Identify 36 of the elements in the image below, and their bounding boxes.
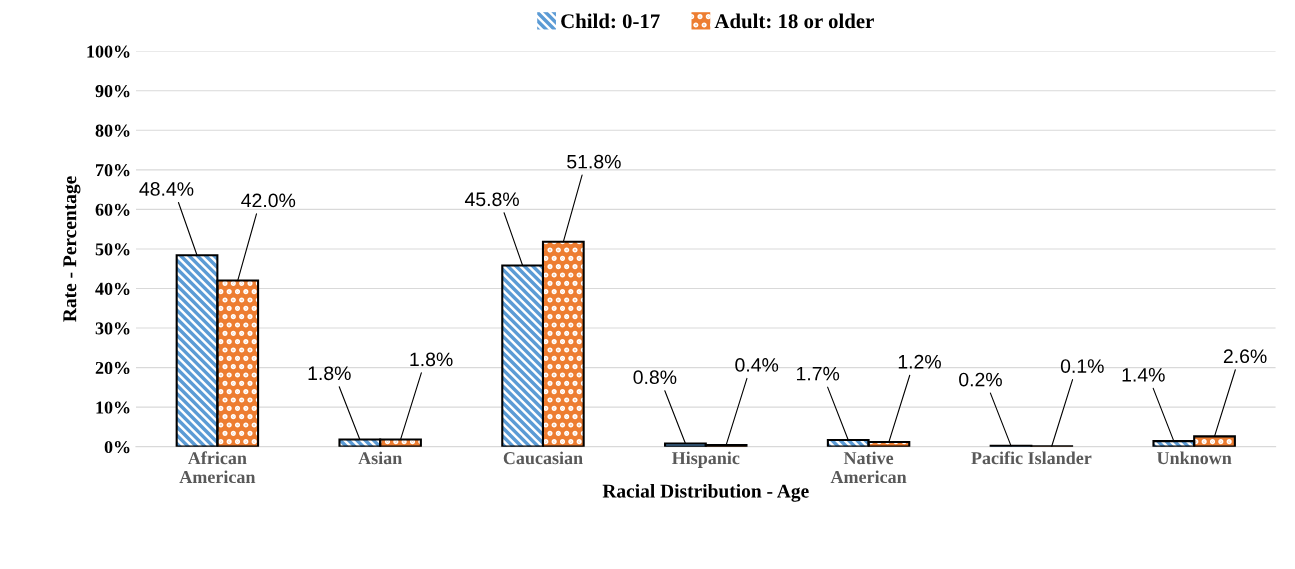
y-tick-label: 80%	[95, 124, 130, 137]
legend-label: Adult: 18 or older	[714, 13, 874, 29]
y-tick-label: 50%	[95, 243, 130, 256]
y-tick-label: 30%	[95, 322, 130, 335]
data-label: 1.8%	[410, 352, 453, 367]
data-label: 1.2%	[898, 354, 941, 369]
data-label: 48.4%	[139, 182, 194, 196]
y-tick-label: 20%	[95, 361, 130, 375]
y-tick-label: 100%	[87, 45, 130, 58]
x-axis-title: Racial Distribution - Age	[602, 484, 809, 502]
y-tick-label: 0%	[104, 440, 130, 454]
data-label: 0.4%	[735, 358, 779, 372]
data-label: 1.7%	[796, 366, 840, 381]
data-label: 42.0%	[241, 193, 296, 208]
x-tick-label: Native American	[830, 451, 907, 484]
y-tick-label: 90%	[95, 85, 130, 98]
data-label: 2.6%	[1223, 349, 1267, 364]
x-tick-label: Asian	[358, 451, 402, 465]
y-tick-label: 40%	[95, 282, 130, 295]
y-tick-label: 10%	[96, 401, 130, 414]
data-label: 0.8%	[633, 370, 677, 385]
legend-label: Child: 0-17	[561, 13, 660, 29]
x-tick-label: African American	[179, 451, 256, 484]
data-label: 0.2%	[959, 372, 1002, 387]
data-label: 1.8%	[308, 366, 351, 381]
y-axis-title: Rate - Percentage	[63, 176, 81, 322]
y-tick-label: 60%	[95, 203, 130, 216]
x-tick-label: Hispanic	[671, 451, 740, 468]
x-tick-label: Pacific Islander	[971, 451, 1092, 465]
x-tick-label: Unknown	[1156, 451, 1232, 465]
data-label: 51.8%	[567, 154, 621, 169]
data-label: 1.4%	[1122, 368, 1165, 382]
y-tick-label: 70%	[96, 164, 130, 177]
data-label: 45.8%	[464, 192, 519, 207]
data-label: 0.1%	[1060, 359, 1104, 373]
x-tick-label: Caucasian	[503, 451, 583, 465]
